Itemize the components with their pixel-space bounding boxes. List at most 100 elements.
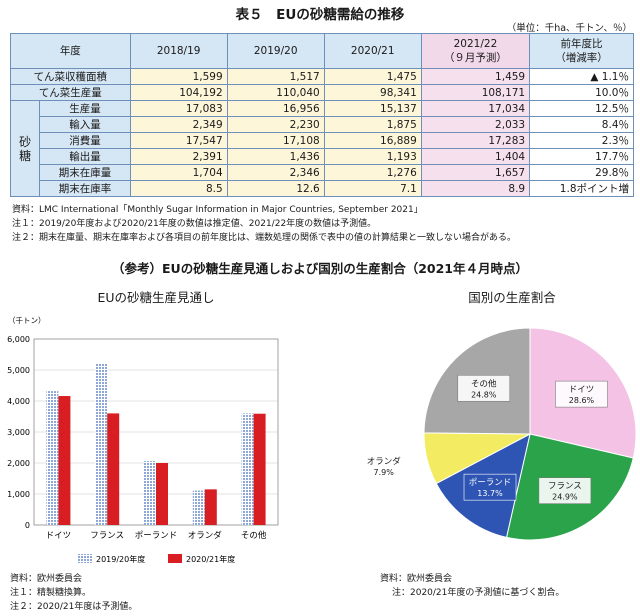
- cell-change: 17.7％: [529, 148, 634, 165]
- y-tick-label: 2,000: [7, 459, 30, 468]
- bar-series2: [253, 413, 266, 525]
- bar-series1: [95, 363, 108, 525]
- group-char: 糖: [19, 148, 32, 163]
- cell-2020: 98,341: [323, 84, 422, 101]
- cell-2019: 16,956: [226, 100, 325, 117]
- table-row: 期末在庫量 1,704 2,346 1,276 1,657 29.8％: [11, 164, 634, 181]
- header-2019: 2019/20: [226, 33, 325, 69]
- row-label: てん菜生産量: [10, 84, 131, 101]
- cell-2019: 1,517: [226, 68, 325, 85]
- cell-2020: 1,276: [323, 164, 422, 181]
- legend-label-series2: 2020/21年度: [186, 554, 235, 564]
- cell-2020: 16,889: [323, 132, 422, 149]
- row-label: てん菜収穫面積: [10, 68, 131, 85]
- pie-label-box: [457, 374, 511, 402]
- row-label: 消費量: [39, 132, 131, 149]
- cell-2021-forecast: 1,404: [420, 148, 531, 165]
- row-label: 輸出量: [39, 148, 131, 165]
- pie-label-value: 24.8%: [471, 390, 497, 399]
- cell-2019: 1,436: [226, 148, 325, 165]
- sugar-group-label: 砂糖: [9, 100, 41, 197]
- y-tick-label: 3,000: [7, 428, 30, 437]
- cell-change: 2.3％: [529, 132, 634, 149]
- bar-note-source: 資料：欧州委員会: [10, 574, 83, 584]
- header-2021: 2021/22 （９月予測）: [420, 33, 531, 69]
- cell-2020: 1,875: [323, 116, 422, 133]
- legend-label-series1: 2019/20年度: [96, 554, 145, 564]
- header-2021-year: 2021/22: [453, 38, 498, 50]
- bar-series2: [107, 413, 120, 525]
- table-notes: 資料：LMC International「Monthly Sugar Infor…: [12, 203, 516, 245]
- header-year: 年度: [10, 33, 131, 69]
- legend-swatch-series1: [78, 554, 92, 563]
- header-change-sub: （増減率）: [555, 52, 608, 64]
- cell-2021-forecast: 8.9: [420, 180, 531, 197]
- cell-2018: 17,547: [129, 132, 228, 149]
- pie-label-name: フランス: [548, 482, 582, 492]
- table-header-row: 年度 2018/19 2019/20 2020/21 2021/22 （９月予測…: [10, 33, 634, 69]
- cell-change: 29.8％: [529, 164, 634, 181]
- note-2: 注２：期末在庫量、期末在庫率および各項目の前年度比は、端数処理の関係で表中の値の…: [12, 233, 517, 243]
- cell-2019: 12.6: [226, 180, 325, 197]
- cell-2021-forecast: 2,033: [420, 116, 531, 133]
- cell-2018: 17,083: [129, 100, 228, 117]
- bar-series1: [46, 391, 59, 525]
- table-row: 砂糖生産量 17,083 16,956 15,137 17,034 12.5％: [9, 100, 634, 197]
- pie-label-name: ドイツ: [569, 385, 595, 395]
- table-row: 輸入量 2,349 2,230 1,875 2,033 8.4％: [11, 116, 634, 133]
- x-tick-label: その他: [241, 530, 267, 541]
- pie-label-value: 7.9%: [374, 468, 395, 477]
- cell-2021-forecast: 108,171: [420, 84, 531, 101]
- y-axis-unit: （千トン）: [8, 315, 46, 325]
- cell-2019: 110,040: [226, 84, 325, 101]
- cell-2021-forecast: 17,283: [420, 132, 531, 149]
- row-label: 期末在庫率: [39, 180, 131, 197]
- note-1: 注１：2019/20年度および2020/21年度の数値は推定値、2021/22年…: [12, 219, 377, 229]
- bar-series1: [192, 490, 205, 525]
- pie-note-1: 注：2020/21年度の予測値に基づく割合。: [392, 588, 565, 598]
- bar-chart: （千トン） 0 1,000 2,000 3,000 4,000 5,000 6,000 ドイツ フ…: [7, 315, 279, 564]
- unit-label: （単位：千ha、千トン、％）: [506, 23, 632, 34]
- header-2018: 2018/19: [129, 33, 228, 69]
- bar-chart-title: EUの砂糖生産見通し: [97, 290, 215, 305]
- row-label: 輸入量: [39, 116, 131, 133]
- pie-label-name: オランダ: [367, 456, 402, 467]
- header-change-main: 前年度比: [560, 38, 603, 50]
- cell-2018: 2,349: [129, 116, 228, 133]
- pie-label-value: 24.9%: [552, 493, 578, 502]
- y-tick-label: 6,000: [7, 335, 30, 344]
- cell-2020: 15,137: [323, 100, 422, 117]
- x-tick-label: ドイツ: [46, 531, 72, 541]
- bar-note-2: 注２：2020/21年度は予測値。: [10, 602, 138, 612]
- y-tick-label: 5,000: [7, 366, 30, 375]
- pie-label-name: その他: [471, 378, 497, 389]
- cell-change: 1.8ポイント増: [529, 180, 634, 197]
- pie-label-name: ポーランド: [469, 478, 512, 488]
- cell-2018: 104,192: [129, 84, 228, 101]
- cell-2020: 7.1: [323, 180, 422, 197]
- cell-2018: 2,391: [129, 148, 228, 165]
- header-change: 前年度比 （増減率）: [529, 33, 634, 69]
- table-row: 輸出量 2,391 1,436 1,193 1,404 17.7％: [11, 148, 634, 165]
- cell-2018: 8.5: [129, 180, 228, 197]
- bar-chart-notes: 資料：欧州委員会 注１：精製糖換算。 注２：2020/21年度は予測値。: [10, 572, 137, 614]
- pie-note-source: 資料：欧州委員会: [380, 574, 453, 584]
- table-title: 表５ EUの砂糖需給の推移: [235, 7, 405, 23]
- table-body: てん菜収穫面積 1,599 1,517 1,475 1,459 ▲ 1.1％ てん菜生産量 1…: [9, 68, 634, 197]
- cell-2019: 2,230: [226, 116, 325, 133]
- pie-label-value: 13.7%: [477, 489, 503, 498]
- y-tick-label: 0: [25, 521, 30, 530]
- table-row: てん菜生産量 104,192 110,040 98,341 108,171 10.0％: [10, 84, 634, 101]
- pie-label-box: [463, 473, 517, 501]
- cell-2019: 2,346: [226, 164, 325, 181]
- pie-chart-notes: 資料：欧州委員会 注：2020/21年度の予測値に基づく割合。: [380, 572, 564, 600]
- x-tick-label: フランス: [90, 531, 124, 541]
- reference-title: （参考）EUの砂糖生産見通しおよび国別の生産割合（2021年４月時点）: [112, 261, 528, 276]
- cell-2021-forecast: 17,034: [420, 100, 531, 117]
- bar-note-1: 注１：精製糖換算。: [10, 588, 92, 598]
- cell-2020: 1,193: [323, 148, 422, 165]
- legend-swatch-series2: [168, 554, 182, 563]
- cell-2020: 1,475: [323, 68, 422, 85]
- table-row: てん菜収穫面積 1,599 1,517 1,475 1,459 ▲ 1.1％: [10, 68, 634, 85]
